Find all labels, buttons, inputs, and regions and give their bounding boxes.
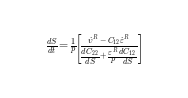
- Text: $\frac{dS}{dt} = \frac{1}{p}\left[\frac{\dot{\upsilon}^{R} - C_{12}\dot{\varepsi: $\frac{dS}{dt} = \frac{1}{p}\left[\frac{…: [46, 32, 142, 66]
